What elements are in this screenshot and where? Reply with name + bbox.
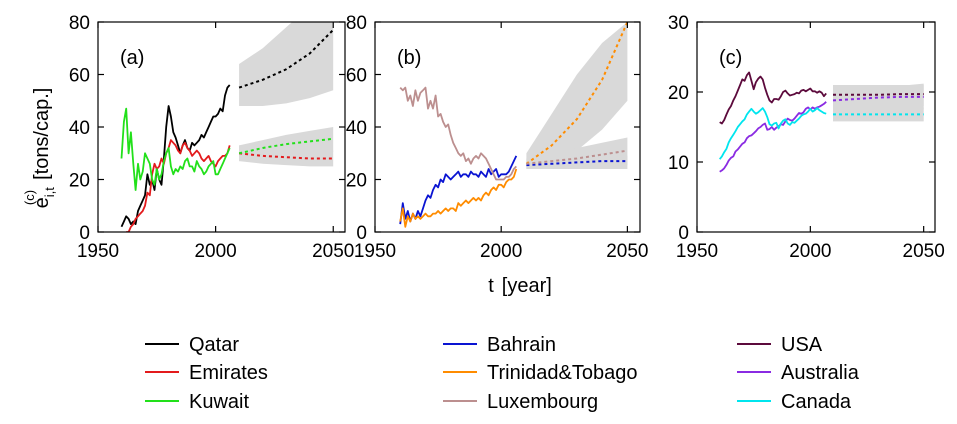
y-tick-label: 40 [346, 118, 367, 139]
y-tick-label: 80 [346, 13, 367, 34]
x-axis-label: t [year] [488, 275, 552, 297]
projection-trinidad-tobago [525, 22, 629, 165]
y-tick-label: 60 [346, 66, 367, 87]
y-tick-label: 0 [79, 223, 90, 244]
legend-item-usa: USA [737, 334, 823, 356]
legend-item-luxembourg: Luxembourg [443, 391, 598, 413]
x-tick-label: 1950 [354, 241, 396, 262]
line-luxembourg [399, 86, 517, 181]
legend-label: Emirates [189, 362, 268, 384]
y-axis-label-text: ei,t(c)[tons/cap.] [22, 88, 57, 209]
legend-label: Australia [781, 362, 860, 384]
legend-label: Trinidad&Tobago [487, 362, 637, 384]
series-lines [120, 29, 334, 232]
projection-qatar [238, 29, 334, 89]
y-tick-label: 20 [346, 171, 367, 192]
band-canada [833, 107, 924, 122]
projection-bahrain [526, 160, 628, 167]
legend-item-bahrain: Bahrain [443, 334, 556, 356]
y-tick-label: 10 [668, 153, 689, 174]
y-tick-label: 30 [668, 13, 689, 34]
x-tick-label: 2000 [480, 241, 522, 262]
legend-item-australia: Australia [737, 362, 860, 384]
legend-item-canada: Canada [737, 391, 852, 413]
legend-label: Canada [781, 391, 852, 413]
projection-emirates [238, 152, 334, 160]
legend-label: USA [781, 334, 823, 356]
y-tick-label: 20 [69, 171, 90, 192]
x-tick-label: 1950 [676, 241, 718, 262]
line-canada [718, 107, 827, 160]
ticks: 1950 2000 2050 0 20 40 60 80 [346, 13, 649, 262]
line-trinidad-tobago [399, 168, 518, 228]
panel-label: (c) [719, 47, 742, 69]
panel-a: 1950 2000 2050 0 20 40 60 80 (a) [69, 13, 355, 262]
legend: Qatar Emirates Kuwait Bahrain Trinidad&Tobag… [145, 334, 860, 413]
legend-item-qatar: Qatar [145, 334, 239, 356]
projection-bands [526, 22, 628, 169]
panel-b: 1950 2000 2050 0 20 40 60 80 (b) [346, 13, 649, 262]
y-tick-label: 20 [668, 83, 689, 104]
legend-label: Luxembourg [487, 391, 598, 413]
line-emirates [126, 139, 231, 232]
line-bahrain [399, 155, 518, 225]
line-usa [719, 71, 827, 125]
x-tick-label: 2050 [606, 241, 648, 262]
ticks: 1950 2000 2050 0 20 40 60 80 [69, 13, 355, 262]
plot-frame [696, 21, 936, 233]
legend-label: Bahrain [487, 334, 556, 356]
band-kuwait [239, 127, 334, 162]
x-tick-label: 2050 [312, 241, 354, 262]
line-qatar [120, 84, 231, 228]
legend-label: Qatar [189, 334, 239, 356]
panel-label: (a) [120, 47, 144, 69]
legend-item-emirates: Emirates [145, 362, 268, 384]
panel-c: 1950 2000 2050 0 10 20 30 (c) [668, 13, 945, 262]
panel-label: (b) [397, 47, 421, 69]
projection-kuwait [238, 137, 334, 155]
line-kuwait [120, 107, 231, 191]
y-tick-label: 40 [69, 118, 90, 139]
band-trinidad-tobago [526, 22, 628, 167]
x-tick-label: 1950 [77, 241, 119, 262]
series-lines [718, 71, 924, 173]
line-australia [719, 101, 827, 173]
y-tick-label: 0 [678, 223, 689, 244]
x-tick-label: 2000 [194, 241, 236, 262]
projection-bands [833, 83, 924, 122]
y-axis-label: ei,t(c)[tons/cap.] [22, 88, 57, 209]
series-lines [399, 22, 629, 228]
legend-label: Kuwait [189, 391, 249, 413]
x-tick-label: 2050 [903, 241, 945, 262]
legend-item-kuwait: Kuwait [145, 391, 249, 413]
projection-luxembourg [526, 149, 628, 165]
ticks: 1950 2000 2050 0 10 20 30 [668, 13, 945, 262]
projection-bands [239, 22, 334, 167]
x-tick-label: 2000 [789, 241, 831, 262]
band-australia [833, 83, 924, 110]
band-qatar [239, 22, 334, 106]
legend-item-trinidad-tobago: Trinidad&Tobago [443, 362, 637, 384]
y-tick-label: 0 [356, 223, 367, 244]
y-tick-label: 60 [69, 66, 90, 87]
y-tick-label: 80 [69, 13, 90, 34]
